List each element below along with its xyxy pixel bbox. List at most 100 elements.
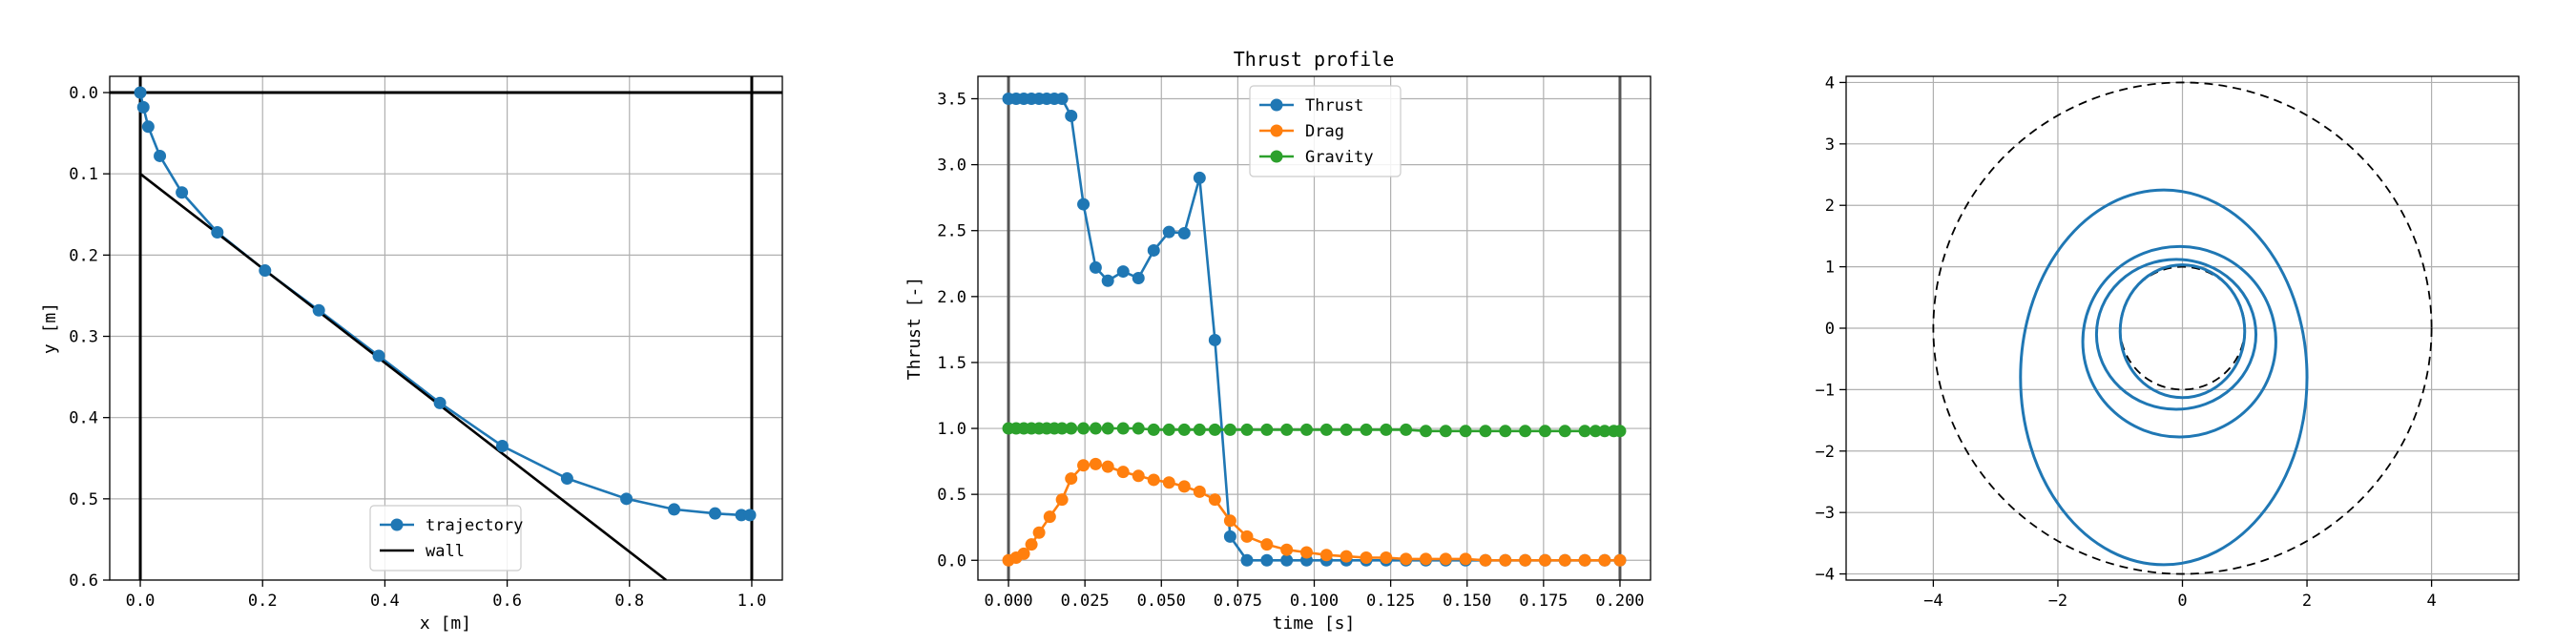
trajectory-point <box>372 349 385 363</box>
gravity-point <box>1147 423 1160 436</box>
drag-point <box>1613 553 1627 567</box>
drag-point <box>1419 552 1432 566</box>
gravity-point <box>1132 422 1145 435</box>
x-tick-label: −4 <box>1923 592 1942 611</box>
gravity-point <box>1280 423 1294 436</box>
legend-trajectory-label: trajectory <box>426 516 523 535</box>
gravity-point <box>1538 425 1551 438</box>
trajectory-point <box>495 439 509 452</box>
x-tick-label: 0.125 <box>1366 592 1415 611</box>
thrust-point <box>1101 274 1114 287</box>
y-tick-label: 0.0 <box>937 551 966 571</box>
x-tick-label: 0.175 <box>1519 592 1568 611</box>
trajectory-lines <box>110 76 782 580</box>
drag-point <box>1380 551 1393 565</box>
drag-point <box>1479 553 1492 567</box>
gravity-point <box>1459 425 1472 438</box>
thrust-point <box>1177 226 1191 239</box>
thrust-point <box>1055 92 1069 105</box>
drag-point <box>1360 551 1373 565</box>
thrust-chart-title: Thrust profile <box>1234 48 1395 71</box>
x-tick-label: 0 <box>2177 592 2187 611</box>
x-tick-label: 0.0 <box>126 592 156 611</box>
trajectory-point <box>735 509 748 522</box>
gravity-point <box>1055 422 1069 435</box>
y-tick-label: 1.0 <box>937 420 966 439</box>
trajectory-point <box>620 492 634 506</box>
gravity-point <box>1380 423 1393 436</box>
gravity-point <box>1519 425 1532 438</box>
gravity-point <box>1208 423 1221 436</box>
spiral-panel: −4 −2 0 2 4 −4 −3 −2 −1 0 1 2 3 4 <box>1816 73 2520 611</box>
thrust-point <box>1162 225 1175 239</box>
trajectory-point <box>560 472 573 486</box>
thrust-point <box>1089 260 1102 274</box>
drag-point <box>1340 550 1353 563</box>
gravity-point <box>1558 425 1571 438</box>
drag-point <box>1538 553 1551 567</box>
gravity-point <box>1077 422 1091 435</box>
drag-point <box>1223 514 1236 528</box>
spiral-turn <box>2094 258 2258 411</box>
drag-point <box>1280 543 1294 556</box>
drag-point <box>1260 538 1274 551</box>
drag-point <box>1519 553 1532 567</box>
gravity-point <box>1598 425 1611 438</box>
x-tick-label: 0.100 <box>1290 592 1339 611</box>
thrust-point <box>1240 553 1254 567</box>
x-tick-label: 0.050 <box>1137 592 1186 611</box>
gravity-point <box>1089 422 1102 435</box>
trajectory-point <box>709 507 721 520</box>
drag-point <box>1043 510 1056 524</box>
drag-point <box>1077 459 1091 472</box>
drag-point <box>1319 549 1333 562</box>
gravity-point <box>1499 425 1512 438</box>
drag-point <box>1101 460 1114 473</box>
gravity-point <box>1479 425 1492 438</box>
thrust-panel: 0.000 0.025 0.050 0.075 0.100 0.125 0.150 0.175… <box>904 48 1652 634</box>
gravity-point <box>1177 423 1191 436</box>
trajectory-ticks: 0.0 0.2 0.4 0.6 0.8 1.0 0.0 0.1 0.2 0.3 0.4 0.5 0.6 <box>69 84 766 611</box>
thrust-point <box>1223 530 1236 543</box>
drag-point <box>1240 530 1254 543</box>
trajectory-x-axis-label: x [m] <box>420 613 471 634</box>
trajectory-axes-frame <box>109 75 783 581</box>
legend-trajectory-marker <box>390 518 404 531</box>
thrust-point <box>1280 553 1294 567</box>
legend-thrust-marker <box>1270 98 1283 112</box>
drag-point <box>1208 493 1221 507</box>
gravity-point <box>1340 423 1353 436</box>
y-tick-label: 4 <box>1825 73 1835 93</box>
y-tick-label: 0.1 <box>69 165 98 184</box>
thrust-point <box>1147 243 1160 257</box>
drag-point <box>1132 469 1145 483</box>
drag-point <box>1578 553 1591 567</box>
trajectory-point <box>136 100 150 114</box>
y-tick-label: 2.0 <box>937 288 966 307</box>
gravity-point <box>1116 422 1130 435</box>
x-tick-label: 0.4 <box>370 592 400 611</box>
trajectory-point <box>259 264 272 278</box>
legend-box <box>1249 85 1402 177</box>
drag-point <box>1400 552 1413 566</box>
gravity-point <box>1578 425 1591 438</box>
drag-point <box>1065 472 1078 486</box>
wall-series-line <box>139 173 667 580</box>
gravity-point <box>1589 425 1602 438</box>
gravity-point <box>1613 425 1627 438</box>
thrust-point <box>1260 553 1274 567</box>
drag-point <box>1025 538 1038 551</box>
legend-gravity-marker <box>1270 150 1283 163</box>
gravity-point <box>1162 423 1175 436</box>
y-tick-label: 3.0 <box>937 156 966 176</box>
y-tick-label: 1.5 <box>937 354 966 373</box>
trajectory-legend: trajectory wall <box>369 505 523 571</box>
trajectory-point <box>134 86 147 99</box>
trajectory-y-axis-label: y [m] <box>40 302 60 354</box>
trajectory-point <box>433 396 447 409</box>
y-tick-label: 3.5 <box>937 90 966 109</box>
x-tick-label: 0.075 <box>1214 592 1262 611</box>
spiral-turn <box>2019 188 2309 567</box>
drag-point <box>1193 485 1206 498</box>
trajectory-point <box>312 303 325 317</box>
